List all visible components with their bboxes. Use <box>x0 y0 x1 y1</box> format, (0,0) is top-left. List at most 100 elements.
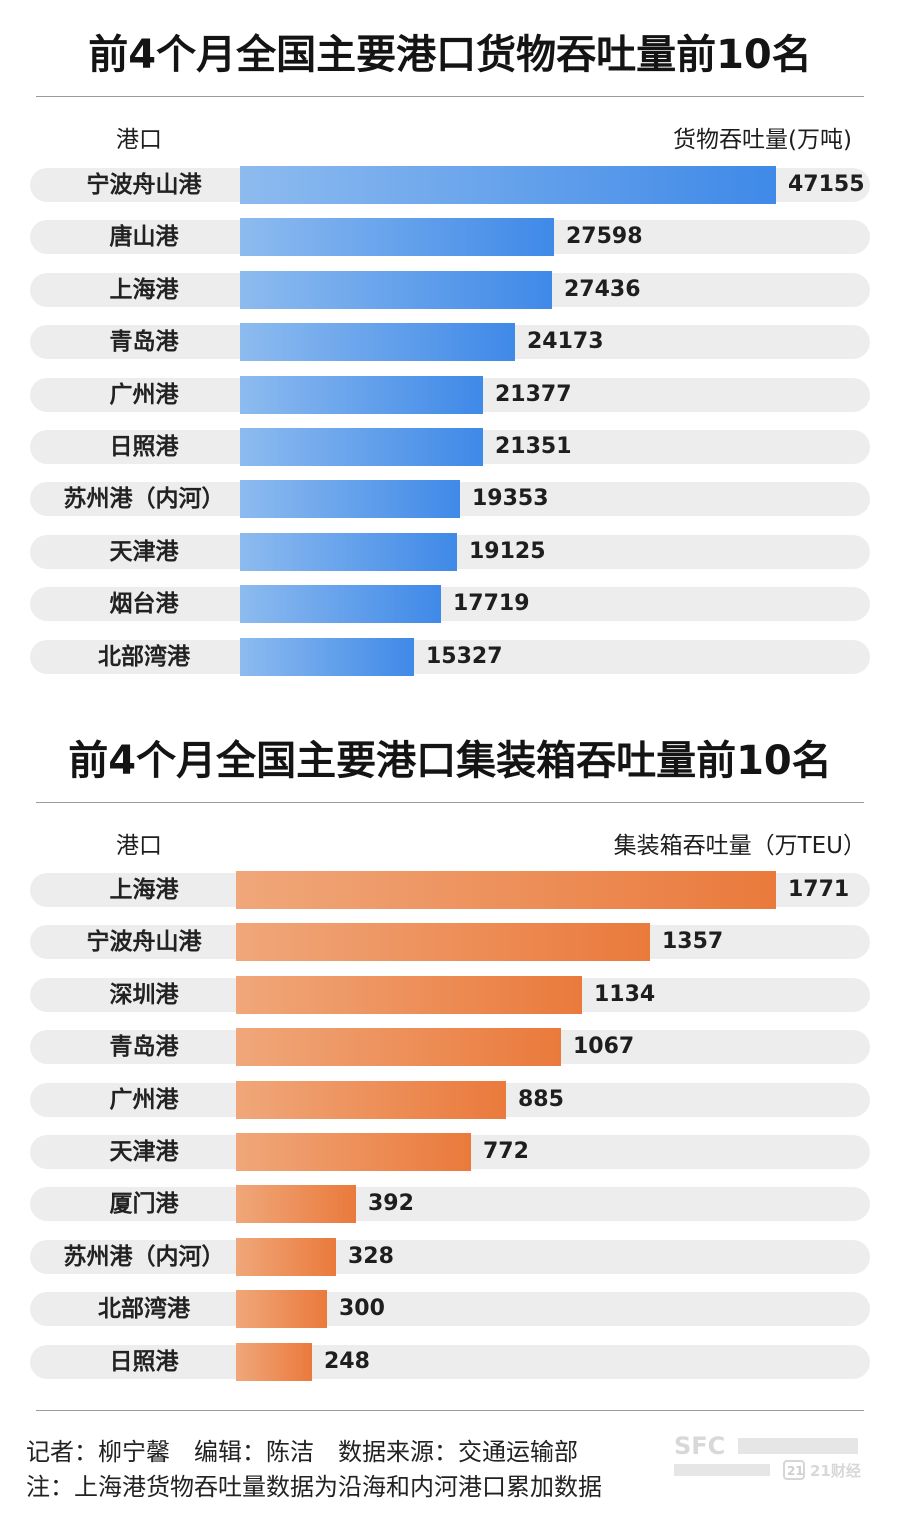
value-label: 885 <box>518 1086 564 1112</box>
category-label: 上海港 <box>109 276 179 303</box>
category-label: 上海港 <box>109 877 179 903</box>
value-label: 392 <box>368 1191 414 1217</box>
bar <box>236 1237 336 1276</box>
bar-track <box>30 1292 870 1327</box>
category-label: 青岛港 <box>109 1034 179 1061</box>
chart1-row: 烟台港 17719 <box>30 585 870 624</box>
chart2-row: 广州港 885 <box>30 1080 870 1119</box>
footer-note: 注：上海港货物吞吐量数据为沿海和内河港口累加数据 <box>26 1473 602 1501</box>
chart2-row: 天津港 772 <box>30 1133 870 1171</box>
category-label: 苏州港（内河） <box>63 486 225 513</box>
bar-track <box>30 587 870 622</box>
footer-credits: 记者：柳宁馨 编辑：陈洁 数据来源：交通运输部 <box>26 1438 578 1466</box>
bar <box>236 1342 312 1381</box>
bar <box>240 428 483 466</box>
chart2-row: 北部湾港 300 <box>30 1290 870 1329</box>
value-label: 21351 <box>495 434 572 459</box>
value-label: 19125 <box>469 538 546 564</box>
bar <box>236 1080 506 1119</box>
category-label: 北部湾港 <box>98 1296 190 1323</box>
bar <box>236 1290 327 1329</box>
bar-track <box>30 639 870 674</box>
footer-divider <box>36 1410 864 1411</box>
value-label: 24173 <box>527 329 604 355</box>
chart1-row: 苏州港（内河） 19353 <box>30 480 870 519</box>
category-label: 苏州港（内河） <box>63 1243 225 1270</box>
chart2-row: 宁波舟山港 1357 <box>30 923 870 962</box>
bar <box>236 975 582 1014</box>
category-label: 日照港 <box>109 434 179 460</box>
value-label: 17719 <box>453 591 530 617</box>
chart1-row: 上海港 27436 <box>30 270 870 309</box>
chart1-row: 北部湾港 15327 <box>30 637 870 676</box>
bar <box>236 871 776 909</box>
bar <box>240 375 483 414</box>
chart1-row: 天津港 19125 <box>30 532 870 571</box>
value-label: 1771 <box>788 877 850 902</box>
category-label: 青岛港 <box>109 329 179 356</box>
category-label: 宁波舟山港 <box>86 929 202 956</box>
chart2-row: 青岛港 1067 <box>30 1028 870 1067</box>
chart2-row: 日照港 248 <box>30 1342 870 1381</box>
chart1-title: 前4个月全国主要港口货物吞吐量前10名 <box>88 32 812 78</box>
chart1-ylabel: 港口 <box>116 127 162 153</box>
value-label: 328 <box>348 1243 394 1269</box>
chart1-xlabel: 货物吞吐量(万吨) <box>673 127 852 153</box>
category-label: 北部湾港 <box>98 643 190 670</box>
value-label: 27436 <box>564 276 641 302</box>
chart2-row: 深圳港 1134 <box>30 975 870 1014</box>
bar <box>240 270 552 309</box>
chart2-row: 苏州港（内河） 328 <box>30 1237 870 1276</box>
value-label: 772 <box>483 1139 529 1164</box>
chart2-xlabel: 集装箱吞吐量（万TEU） <box>613 833 866 859</box>
category-label: 唐山港 <box>109 224 179 251</box>
logo-text-21: 21 <box>787 1464 804 1478</box>
chart1-divider <box>36 96 864 97</box>
bar <box>240 532 457 571</box>
chart2-ylabel: 港口 <box>116 833 162 859</box>
value-label: 21377 <box>495 381 572 407</box>
category-label: 宁波舟山港 <box>86 172 202 198</box>
value-label: 47155 <box>788 172 865 197</box>
value-label: 19353 <box>472 486 549 512</box>
category-label: 广州港 <box>109 1086 179 1113</box>
bar <box>240 585 441 624</box>
value-label: 27598 <box>566 224 643 250</box>
chart1-row: 广州港 21377 <box>30 375 870 414</box>
bar <box>240 218 554 257</box>
category-label: 天津港 <box>109 1139 179 1165</box>
bar <box>236 1133 471 1171</box>
chart2-row: 厦门港 392 <box>30 1185 870 1224</box>
bar-track <box>30 1344 870 1379</box>
logo-text-sfc: SFC <box>674 1432 725 1460</box>
value-label: 300 <box>339 1296 385 1322</box>
value-label: 248 <box>324 1348 370 1374</box>
category-label: 广州港 <box>109 381 179 408</box>
chart1-row: 青岛港 24173 <box>30 323 870 362</box>
value-label: 1134 <box>594 981 656 1007</box>
category-label: 深圳港 <box>109 981 179 1008</box>
bar <box>236 1185 356 1224</box>
category-label: 日照港 <box>109 1348 179 1375</box>
category-label: 烟台港 <box>109 591 179 618</box>
logo-text-21caijing: 21财经 <box>810 1462 861 1480</box>
bar <box>236 923 650 962</box>
bar <box>240 480 460 519</box>
bar <box>240 323 515 362</box>
chart1-row: 宁波舟山港 47155 <box>30 166 870 204</box>
category-label: 天津港 <box>109 538 179 565</box>
bar-track <box>30 1187 870 1222</box>
value-label: 1067 <box>573 1034 635 1060</box>
chart2-title: 前4个月全国主要港口集装箱吞吐量前10名 <box>68 738 832 784</box>
bar <box>240 166 776 204</box>
value-label: 1357 <box>662 929 724 955</box>
bar <box>240 637 414 676</box>
chart2-row: 上海港 1771 <box>30 871 870 909</box>
bar-track <box>30 1239 870 1274</box>
bar <box>236 1028 561 1067</box>
chart2-divider <box>36 802 864 803</box>
value-label: 15327 <box>426 643 503 669</box>
chart1-row: 唐山港 27598 <box>30 218 870 257</box>
category-label: 厦门港 <box>109 1191 179 1218</box>
chart1-row: 日照港 21351 <box>30 428 870 466</box>
